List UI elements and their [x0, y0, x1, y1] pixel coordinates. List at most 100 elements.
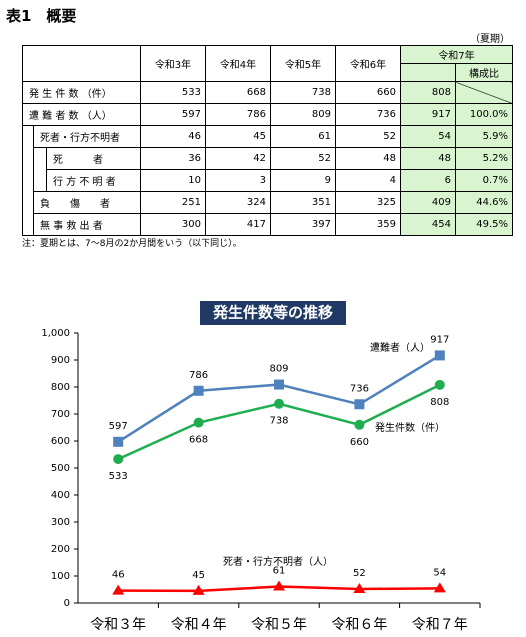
y-tick-label: 700 — [51, 409, 70, 420]
value-cell: 397 — [270, 213, 336, 236]
column-header: 令和7年 — [400, 45, 513, 64]
marker — [193, 385, 204, 396]
period-label: （夏期） — [470, 34, 510, 45]
value-cell: 351 — [270, 191, 336, 214]
data-label: 533 — [109, 471, 128, 482]
x-tick-label: 令和４年 — [171, 617, 227, 633]
series-name: 遭難者（人） — [370, 341, 430, 354]
x-tick-label: 令和３年 — [90, 617, 146, 633]
data-label: 46 — [112, 570, 125, 581]
row-label: 死者・行方不明者 — [33, 125, 141, 148]
ratio-cell: 49.5% — [455, 213, 513, 236]
x-tick-label: 令和７年 — [412, 617, 468, 633]
value-cell: 533 — [140, 81, 206, 104]
value-cell: 48 — [400, 147, 456, 170]
row-label: 負 傷 者 — [33, 191, 141, 214]
column-header: 令和3年 — [140, 45, 206, 82]
row-label: 発 生 件 数 （件） — [22, 81, 141, 104]
marker — [113, 436, 124, 447]
value-cell: 61 — [270, 125, 336, 148]
marker — [433, 582, 446, 593]
y-tick-label: 600 — [51, 436, 70, 447]
y-tick-label: 0 — [64, 598, 70, 609]
value-cell: 660 — [335, 81, 401, 104]
value-cell: 668 — [205, 81, 271, 104]
value-cell: 324 — [205, 191, 271, 214]
marker — [193, 417, 204, 428]
note: 注：夏期とは、7～8月の2か月間をいう（以下同じ）。 — [22, 239, 242, 249]
value-cell: 359 — [335, 213, 401, 236]
data-label: 54 — [433, 567, 446, 578]
x-tick-label: 令和５年 — [251, 617, 307, 633]
value-cell: 786 — [205, 103, 271, 126]
data-label: 597 — [109, 421, 128, 432]
ratio-cell: 100.0% — [455, 103, 513, 126]
y-tick-label: 900 — [51, 355, 70, 366]
marker — [113, 454, 124, 465]
data-label: 668 — [189, 435, 208, 446]
y-tick-label: 500 — [51, 463, 70, 474]
data-label: 809 — [269, 364, 288, 375]
column-header: 令和4年 — [205, 45, 271, 82]
value-cell: 409 — [400, 191, 456, 214]
data-label: 786 — [189, 370, 208, 381]
series-name: 死者・行方不明者（人） — [223, 555, 333, 568]
column-header: 令和5年 — [270, 45, 336, 82]
row-label: 遭 難 者 数 （人） — [22, 103, 141, 126]
value-cell: 809 — [270, 103, 336, 126]
y-tick-label: 800 — [51, 382, 70, 393]
series-name: 発生件数（件） — [375, 421, 445, 434]
row-label: 死 者 — [46, 147, 141, 170]
chart: 発生件数等の推移 0 100 200 300 400 500 600 700 800 900 1,00… — [41, 301, 481, 633]
diagonal-cell — [455, 81, 513, 104]
value-cell: 10 — [140, 169, 206, 192]
value-cell: 3 — [205, 169, 271, 192]
ratio-cell: 5.9% — [455, 125, 513, 148]
blank-cell — [400, 63, 456, 82]
marker — [353, 582, 366, 593]
doc-title: 表1 概要 — [6, 7, 77, 25]
x-tick-label: 令和６年 — [331, 617, 387, 633]
title-box — [200, 301, 346, 325]
data-label: 917 — [430, 334, 449, 345]
data-label: 52 — [353, 568, 366, 579]
value-cell: 54 — [400, 125, 456, 148]
row-label: 無 事 救 出 者 — [33, 213, 141, 236]
value-cell: 45 — [205, 125, 271, 148]
data-label: 808 — [430, 397, 449, 408]
value-cell: 251 — [140, 191, 206, 214]
value-cell: 597 — [140, 103, 206, 126]
value-cell: 48 — [335, 147, 401, 170]
marker — [112, 584, 125, 595]
marker — [434, 379, 445, 390]
value-cell: 808 — [400, 81, 456, 104]
y-tick-label: 400 — [51, 490, 70, 501]
value-cell: 6 — [400, 169, 456, 192]
marker — [274, 398, 284, 409]
y-tick-label: 1,000 — [41, 328, 70, 339]
value-cell: 325 — [335, 191, 401, 214]
indent-cell — [33, 147, 47, 192]
corner-cell — [22, 45, 141, 82]
value-cell: 300 — [140, 213, 206, 236]
marker — [192, 584, 205, 595]
row-label: 行 方 不 明 者 — [46, 169, 141, 192]
ratio-cell: 5.2% — [455, 147, 513, 170]
value-cell: 917 — [400, 103, 456, 126]
value-cell: 454 — [400, 213, 456, 236]
y-tick-label: 200 — [51, 544, 70, 555]
data-label: 45 — [192, 570, 205, 581]
data-label: 738 — [269, 416, 288, 427]
value-cell: 52 — [270, 147, 336, 170]
y-tick-label: 300 — [51, 517, 70, 528]
value-cell: 42 — [205, 147, 271, 170]
data-label: 736 — [350, 383, 369, 394]
data-label: 61 — [273, 566, 286, 577]
marker — [354, 399, 365, 410]
chart-title: 発生件数等の推移 — [212, 304, 333, 322]
sub-header: 構成比 — [455, 63, 513, 82]
value-cell: 9 — [270, 169, 336, 192]
value-cell: 417 — [205, 213, 271, 236]
value-cell: 736 — [335, 103, 401, 126]
ratio-cell: 0.7% — [455, 169, 513, 192]
